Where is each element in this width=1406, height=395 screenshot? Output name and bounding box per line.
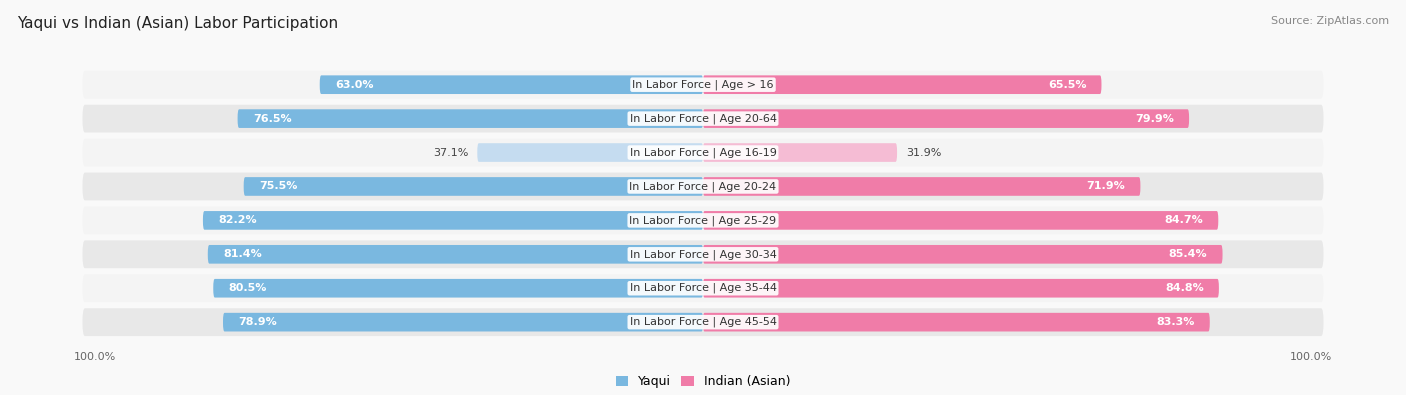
Text: In Labor Force | Age > 16: In Labor Force | Age > 16 — [633, 79, 773, 90]
Text: 75.5%: 75.5% — [259, 181, 297, 192]
FancyBboxPatch shape — [214, 279, 703, 297]
FancyBboxPatch shape — [83, 105, 1323, 133]
FancyBboxPatch shape — [243, 177, 703, 196]
Text: 78.9%: 78.9% — [238, 317, 277, 327]
Text: 65.5%: 65.5% — [1047, 80, 1087, 90]
FancyBboxPatch shape — [319, 75, 703, 94]
FancyBboxPatch shape — [703, 245, 1223, 263]
Text: 71.9%: 71.9% — [1087, 181, 1125, 192]
FancyBboxPatch shape — [477, 143, 703, 162]
FancyBboxPatch shape — [703, 177, 1140, 196]
Text: 76.5%: 76.5% — [253, 114, 291, 124]
FancyBboxPatch shape — [202, 211, 703, 230]
Text: 84.8%: 84.8% — [1166, 283, 1204, 293]
FancyBboxPatch shape — [703, 75, 1101, 94]
FancyBboxPatch shape — [83, 241, 1323, 268]
Text: In Labor Force | Age 20-24: In Labor Force | Age 20-24 — [630, 181, 776, 192]
Text: In Labor Force | Age 45-54: In Labor Force | Age 45-54 — [630, 317, 776, 327]
FancyBboxPatch shape — [703, 279, 1219, 297]
Text: In Labor Force | Age 30-34: In Labor Force | Age 30-34 — [630, 249, 776, 260]
FancyBboxPatch shape — [208, 245, 703, 263]
Text: Yaqui vs Indian (Asian) Labor Participation: Yaqui vs Indian (Asian) Labor Participat… — [17, 16, 337, 31]
FancyBboxPatch shape — [703, 109, 1189, 128]
Legend: Yaqui, Indian (Asian): Yaqui, Indian (Asian) — [610, 370, 796, 393]
FancyBboxPatch shape — [83, 308, 1323, 336]
Text: In Labor Force | Age 35-44: In Labor Force | Age 35-44 — [630, 283, 776, 293]
FancyBboxPatch shape — [238, 109, 703, 128]
Text: 84.7%: 84.7% — [1164, 215, 1204, 226]
FancyBboxPatch shape — [703, 211, 1218, 230]
FancyBboxPatch shape — [83, 274, 1323, 302]
FancyBboxPatch shape — [224, 313, 703, 331]
Text: 63.0%: 63.0% — [335, 80, 374, 90]
Text: In Labor Force | Age 25-29: In Labor Force | Age 25-29 — [630, 215, 776, 226]
FancyBboxPatch shape — [703, 143, 897, 162]
Text: In Labor Force | Age 16-19: In Labor Force | Age 16-19 — [630, 147, 776, 158]
Text: 80.5%: 80.5% — [228, 283, 267, 293]
Text: 79.9%: 79.9% — [1135, 114, 1174, 124]
FancyBboxPatch shape — [83, 173, 1323, 200]
FancyBboxPatch shape — [83, 71, 1323, 99]
Text: Source: ZipAtlas.com: Source: ZipAtlas.com — [1271, 16, 1389, 26]
FancyBboxPatch shape — [83, 139, 1323, 166]
Text: 85.4%: 85.4% — [1168, 249, 1208, 259]
FancyBboxPatch shape — [83, 207, 1323, 234]
Text: In Labor Force | Age 20-64: In Labor Force | Age 20-64 — [630, 113, 776, 124]
Text: 83.3%: 83.3% — [1156, 317, 1195, 327]
FancyBboxPatch shape — [703, 313, 1209, 331]
Text: 31.9%: 31.9% — [907, 148, 942, 158]
Text: 81.4%: 81.4% — [224, 249, 262, 259]
Text: 82.2%: 82.2% — [218, 215, 257, 226]
Text: 37.1%: 37.1% — [433, 148, 468, 158]
